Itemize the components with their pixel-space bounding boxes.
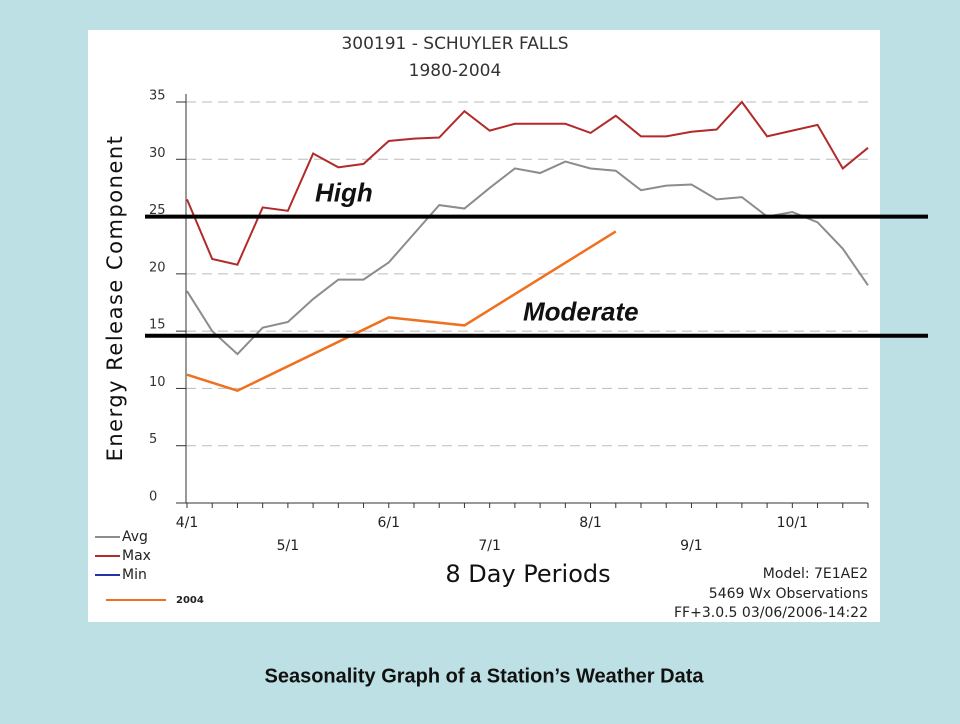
x-axis-label: 8 Day Periods bbox=[445, 560, 610, 588]
legend-label: Max bbox=[122, 548, 151, 564]
chart-panel bbox=[88, 30, 880, 622]
x-tick-label: 9/1 bbox=[680, 538, 703, 554]
series-line bbox=[186, 160, 869, 356]
chart-title: 300191 - SCHUYLER FALLS bbox=[341, 34, 568, 54]
caption: Seasonality Graph of a Station’s Weather… bbox=[264, 665, 704, 687]
y-tick-label: 25 bbox=[149, 203, 166, 218]
series-line bbox=[186, 230, 617, 393]
threshold-label: Moderate bbox=[523, 297, 639, 327]
y-tick-label: 35 bbox=[149, 89, 166, 104]
x-tick-label: 10/1 bbox=[777, 515, 808, 531]
y-tick-label: 10 bbox=[149, 375, 166, 390]
threshold-label: High bbox=[315, 177, 373, 207]
y-tick-label: 20 bbox=[149, 260, 166, 275]
y-axis-label: Energy Release Component bbox=[103, 135, 127, 462]
x-tick-label: 8/1 bbox=[579, 515, 602, 531]
x-tick-label: 4/1 bbox=[176, 515, 199, 531]
legend-label: Avg bbox=[122, 529, 148, 545]
x-tick-label: 5/1 bbox=[277, 538, 300, 554]
x-tick-label: 6/1 bbox=[378, 515, 401, 531]
y-tick-label: 0 bbox=[149, 490, 157, 505]
legend-label: Min bbox=[122, 567, 147, 583]
y-tick-label: 15 bbox=[149, 318, 166, 333]
series-line bbox=[186, 100, 869, 266]
note: Model: 7E1AE2 bbox=[763, 566, 868, 582]
note: 5469 Wx Observations bbox=[709, 586, 868, 602]
legend-label: 2004 bbox=[176, 595, 204, 606]
x-tick-label: 7/1 bbox=[478, 538, 501, 554]
y-tick-label: 5 bbox=[149, 432, 157, 447]
y-tick-label: 30 bbox=[149, 146, 166, 161]
chart-subtitle: 1980-2004 bbox=[409, 61, 502, 81]
note: FF+3.0.5 03/06/2006-14:22 bbox=[674, 605, 868, 621]
